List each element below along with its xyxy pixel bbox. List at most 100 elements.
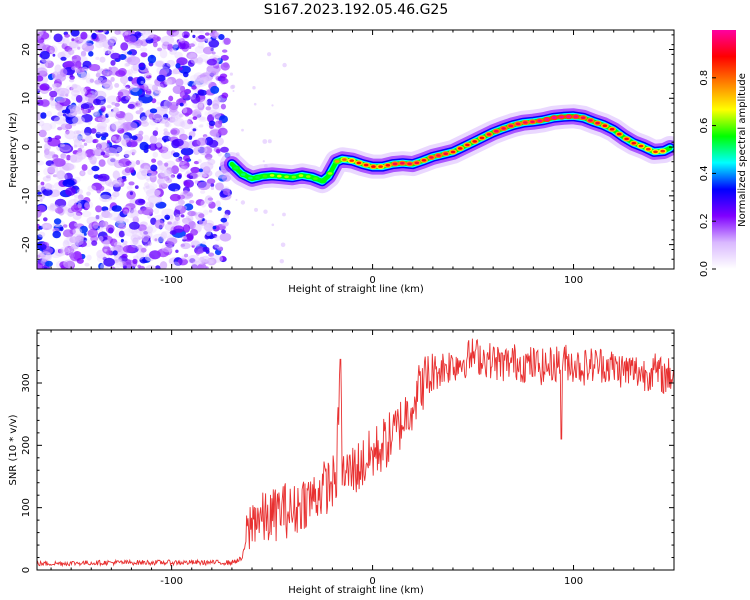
- ridge-core: [638, 144, 644, 148]
- noise-speckle: [171, 165, 180, 175]
- noise-speckle: [189, 200, 195, 204]
- noise-speckle: [107, 157, 117, 166]
- noise-speckle: [173, 225, 185, 233]
- noise-speckle: [115, 139, 120, 143]
- noise-speckle: [107, 123, 117, 133]
- noise-speckle: [211, 111, 221, 119]
- noise-speckle: [116, 95, 122, 103]
- noise-speckle: [198, 102, 204, 108]
- noise-speckle: [56, 87, 70, 97]
- noise-speckle: [115, 153, 120, 157]
- noise-speckle: [161, 135, 172, 142]
- noise-speckle: [210, 105, 221, 114]
- noise-speckle: [196, 137, 208, 146]
- noise-speckle: [124, 112, 134, 122]
- noise-speckle: [173, 30, 185, 38]
- noise-speckle: [160, 230, 172, 239]
- noise-speckle: [64, 130, 76, 140]
- x-tick-label: 0: [369, 576, 375, 587]
- colorbar: 0.0 0.2 0.4 0.6 0.8 Normalized spectral ampl…: [699, 30, 748, 277]
- noise-speckle: [91, 240, 98, 246]
- noise-speckle: [81, 113, 93, 123]
- noise-speckle: [123, 227, 138, 237]
- noise-speckle: [73, 236, 84, 246]
- ridge-core: [566, 115, 571, 118]
- noise-speckle: [185, 181, 191, 188]
- noise-speckle: [139, 30, 146, 36]
- noise-speckle: [204, 233, 210, 240]
- ridge-core: [356, 161, 362, 165]
- noise-speckle: [200, 190, 206, 194]
- noise-speckle: [172, 152, 180, 158]
- noise-speckle: [173, 209, 181, 218]
- noise-speckle: [128, 72, 133, 78]
- noise-speckle: [106, 104, 112, 109]
- noise-speckle: [71, 66, 77, 71]
- noise-speckle: [104, 212, 113, 219]
- noise-speckle: [99, 56, 106, 63]
- noise-speckle: [50, 163, 56, 169]
- noise-speckle: [201, 169, 213, 178]
- noise-speckle: [179, 37, 183, 42]
- noise-speckle: [143, 134, 150, 142]
- noise-speckle: [168, 175, 175, 180]
- noise-speckle: [102, 82, 113, 90]
- ridge-core: [602, 124, 608, 127]
- noise-speckle: [161, 178, 169, 188]
- noise-speckle: [136, 76, 146, 86]
- noise-speckle: [72, 212, 82, 220]
- noise-speckle: [71, 122, 77, 127]
- noise-speckle: [197, 89, 208, 96]
- noise-speckle: [130, 83, 140, 93]
- noise-speckle: [195, 103, 204, 113]
- noise-speckle: [93, 138, 99, 144]
- noise-speckle: [169, 193, 181, 202]
- noise-speckle: [97, 227, 103, 233]
- noise-speckle: [223, 62, 229, 68]
- noise-speckle: [177, 199, 185, 205]
- noise-speckle: [144, 182, 150, 188]
- noise-speckle: [114, 102, 120, 107]
- ridge-core: [363, 163, 369, 167]
- noise-speckle: [179, 121, 186, 128]
- noise-speckle: [127, 103, 135, 109]
- noise-speckle: [129, 221, 140, 230]
- noise-speckle: [216, 57, 223, 65]
- noise-speckle: [76, 151, 83, 156]
- noise-speckle: [169, 230, 177, 235]
- noise-speckle: [132, 63, 140, 71]
- noise-speckle: [114, 30, 121, 35]
- noise-speckle: [77, 71, 91, 81]
- noise-speckle: [104, 248, 108, 252]
- noise-speckle: [81, 72, 88, 80]
- noise-speckle: [45, 260, 53, 267]
- noise-speckle: [48, 184, 55, 190]
- noise-speckle: [159, 169, 171, 178]
- noise-speckle: [158, 236, 164, 244]
- noise-speckle: [145, 72, 150, 77]
- noise-speckle: [194, 145, 208, 154]
- noise-speckle: [179, 102, 184, 107]
- noise-speckle: [124, 150, 132, 158]
- noise-speckle: [37, 262, 44, 269]
- noise-speckle: [152, 130, 158, 137]
- ridge-core: [436, 154, 441, 157]
- ridge-core: [617, 132, 622, 136]
- noise-speckle: [132, 258, 138, 264]
- noise-speckle: [116, 163, 124, 169]
- ridge-core: [378, 165, 383, 168]
- noise-speckle: [83, 232, 87, 236]
- noise-speckle: [95, 205, 103, 213]
- ridge-core: [284, 175, 289, 179]
- noise-speckle: [220, 78, 229, 85]
- noise-speckle: [91, 32, 97, 40]
- noise-speckle: [40, 62, 47, 69]
- noise-speckle: [37, 251, 45, 256]
- noise-speckle: [127, 69, 134, 75]
- noise-speckle: [188, 52, 197, 61]
- noise-speckle: [198, 34, 206, 40]
- noise-speckle: [218, 34, 225, 40]
- noise-speckle: [37, 67, 48, 75]
- noise-speckle: [90, 128, 97, 134]
- noise-speckle: [194, 180, 199, 184]
